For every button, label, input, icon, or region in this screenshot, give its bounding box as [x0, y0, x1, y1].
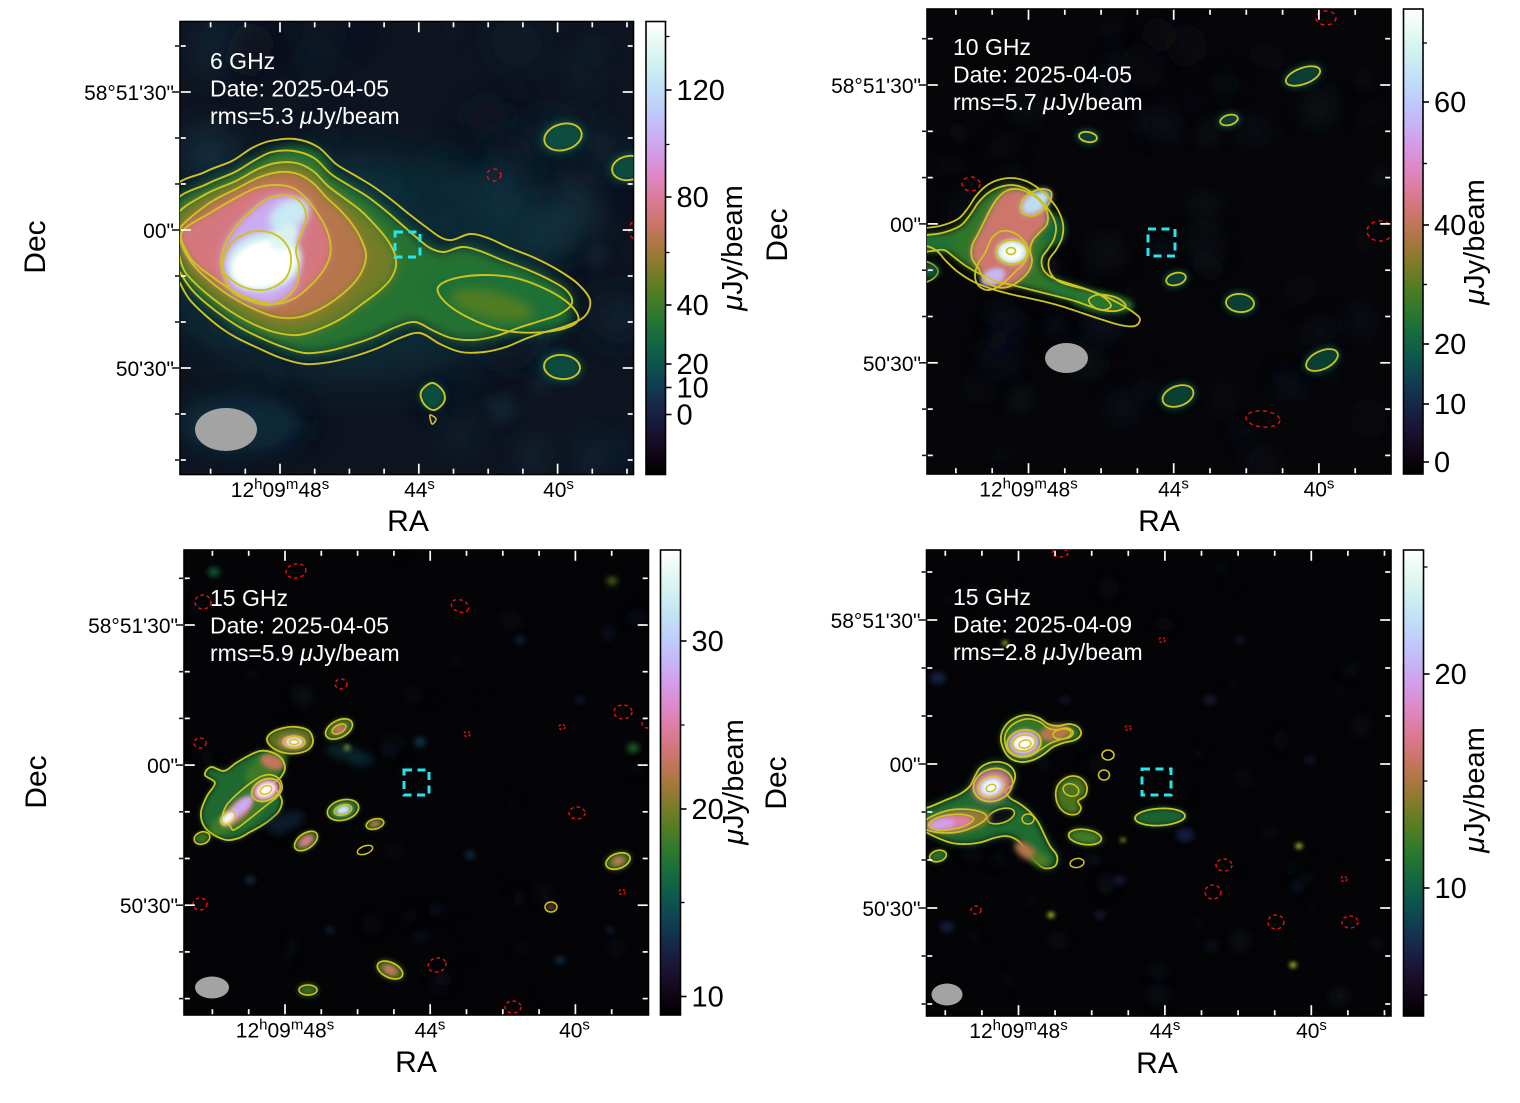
- svg-text:0: 0: [677, 400, 693, 432]
- svg-text:20: 20: [692, 794, 724, 826]
- svg-text:μJy/beam: μJy/beam: [717, 185, 749, 312]
- svg-text:Dec: Dec: [19, 220, 52, 273]
- svg-text:58°51'30": 58°51'30": [831, 610, 921, 633]
- svg-text:58°51'30": 58°51'30": [831, 75, 921, 98]
- svg-text:0: 0: [1434, 447, 1450, 479]
- svg-text:10: 10: [692, 982, 724, 1014]
- svg-text:RA: RA: [1138, 505, 1180, 538]
- svg-text:rms=5.3 μJy/beam: rms=5.3 μJy/beam: [210, 103, 400, 129]
- svg-text:20: 20: [677, 349, 709, 381]
- svg-text:RA: RA: [1136, 1047, 1178, 1080]
- svg-text:12h09m48s: 12h09m48s: [979, 476, 1077, 502]
- svg-text:00": 00": [890, 754, 921, 777]
- svg-text:30: 30: [692, 626, 724, 658]
- svg-text:50'30": 50'30": [116, 358, 174, 381]
- svg-text:RA: RA: [395, 1046, 437, 1079]
- svg-text:40s: 40s: [1296, 1017, 1327, 1043]
- svg-text:00": 00": [890, 214, 921, 237]
- svg-text:40: 40: [677, 290, 709, 322]
- svg-text:58°51'30": 58°51'30": [88, 615, 178, 638]
- svg-text:12h09m48s: 12h09m48s: [236, 1017, 334, 1043]
- svg-text:rms=2.8 μJy/beam: rms=2.8 μJy/beam: [953, 639, 1143, 665]
- svg-text:12h09m48s: 12h09m48s: [231, 476, 329, 502]
- svg-text:10: 10: [677, 373, 709, 405]
- svg-text:Dec: Dec: [761, 208, 794, 261]
- svg-text:Date: 2025-04-09: Date: 2025-04-09: [953, 612, 1132, 638]
- svg-text:RA: RA: [387, 505, 429, 538]
- svg-text:Dec: Dec: [20, 755, 53, 808]
- svg-text:20: 20: [1435, 659, 1467, 691]
- svg-text:Date: 2025-04-05: Date: 2025-04-05: [210, 613, 389, 639]
- svg-text:10: 10: [1434, 389, 1466, 421]
- svg-text:15 GHz: 15 GHz: [953, 584, 1031, 610]
- svg-text:μJy/beam: μJy/beam: [718, 719, 750, 846]
- svg-text:00": 00": [143, 220, 174, 243]
- svg-text:10 GHz: 10 GHz: [953, 34, 1031, 60]
- svg-text:40: 40: [1434, 210, 1466, 242]
- svg-text:80: 80: [677, 182, 709, 214]
- svg-text:Date: 2025-04-05: Date: 2025-04-05: [210, 76, 389, 102]
- svg-text:10: 10: [1435, 873, 1467, 905]
- svg-text:58°51'30": 58°51'30": [84, 82, 174, 105]
- svg-text:120: 120: [677, 75, 725, 107]
- svg-text:μJy/beam: μJy/beam: [1459, 727, 1491, 854]
- svg-text:μJy/beam: μJy/beam: [1459, 179, 1491, 306]
- svg-text:00": 00": [147, 755, 178, 778]
- svg-text:rms=5.9 μJy/beam: rms=5.9 μJy/beam: [210, 640, 400, 666]
- svg-text:Date: 2025-04-05: Date: 2025-04-05: [953, 62, 1132, 88]
- svg-text:50'30": 50'30": [862, 898, 920, 921]
- svg-text:50'30": 50'30": [863, 353, 921, 376]
- svg-text:60: 60: [1434, 87, 1466, 119]
- svg-text:Dec: Dec: [760, 756, 793, 809]
- svg-text:rms=5.7 μJy/beam: rms=5.7 μJy/beam: [953, 89, 1143, 115]
- svg-text:6 GHz: 6 GHz: [210, 48, 275, 74]
- svg-text:50'30": 50'30": [120, 895, 178, 918]
- svg-text:20: 20: [1434, 329, 1466, 361]
- svg-text:15 GHz: 15 GHz: [210, 585, 288, 611]
- svg-text:12h09m48s: 12h09m48s: [969, 1017, 1067, 1043]
